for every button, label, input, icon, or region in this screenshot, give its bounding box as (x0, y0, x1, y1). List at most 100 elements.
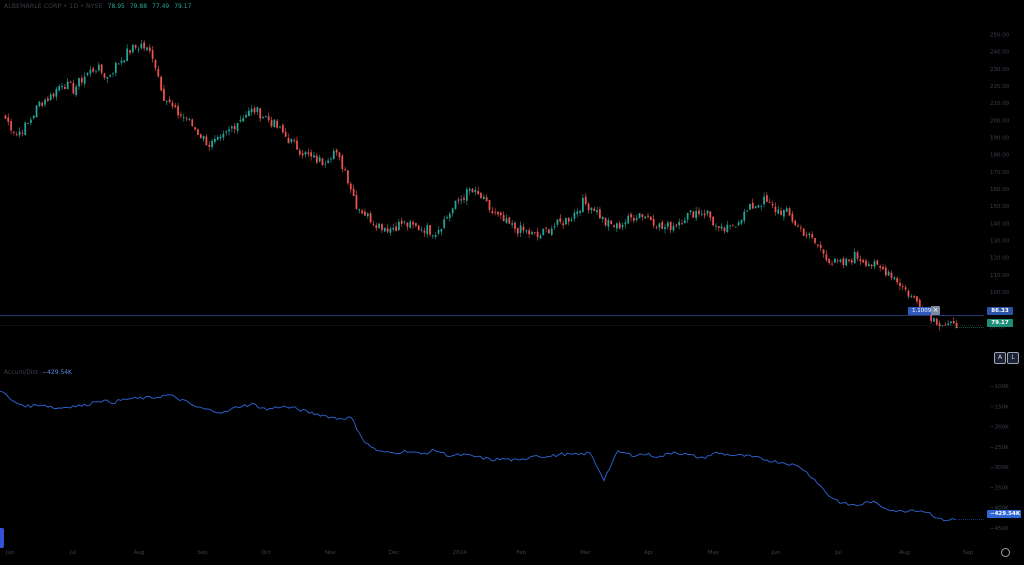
candle-body (372, 223, 375, 225)
settings-gear-icon[interactable] (1001, 548, 1010, 557)
candle-body (457, 199, 460, 201)
candle-body (573, 212, 576, 219)
indicator-name[interactable]: Accum/Dist (4, 369, 39, 376)
candle-body (180, 114, 182, 116)
candle-body (250, 108, 253, 113)
candle-body (18, 131, 21, 136)
candle-body (890, 272, 893, 278)
candle-body (256, 107, 259, 112)
candle-body (352, 188, 355, 196)
candle-body (378, 223, 380, 228)
candle-body (315, 155, 318, 163)
candle-body (514, 222, 516, 230)
candle-body (737, 222, 740, 226)
price-tick-label: 120.00 (990, 256, 1010, 262)
candle-body (222, 133, 225, 138)
price-tick-label: 130.00 (990, 238, 1010, 244)
candle-body (304, 151, 307, 155)
candle-body (13, 131, 15, 133)
candle-body (720, 226, 723, 229)
candle-body (264, 116, 267, 117)
candle-body (137, 48, 140, 50)
price-tick-label: 140.00 (990, 221, 1010, 227)
candle-body (126, 48, 129, 62)
candle-body (199, 134, 202, 139)
indicator-pane (0, 390, 984, 522)
candle-body (522, 226, 525, 231)
candle-body (480, 192, 482, 199)
candle-body (502, 214, 505, 222)
side-panel-toggle[interactable] (0, 528, 4, 548)
candle-body (160, 76, 162, 91)
candle-body (310, 152, 313, 157)
candle-body (86, 73, 89, 76)
candle-body (604, 217, 607, 226)
candle-body (848, 259, 850, 261)
candle-body (214, 138, 216, 143)
high-value: 79.88 (129, 3, 148, 10)
candle-body (163, 88, 165, 102)
candle-body (675, 224, 678, 226)
candle-body (853, 251, 856, 264)
indicator-axis: −100K −150K −200K −250K −300K −350K −400K −450K (990, 384, 1009, 532)
auto-scale-button[interactable]: A (994, 352, 1006, 364)
candle-body (120, 60, 123, 63)
candle-body (548, 229, 550, 234)
symbol-name[interactable]: ALBEMARLE CORP • 1D • NYSE (4, 3, 103, 10)
candle-body (80, 78, 83, 83)
candle-body (726, 224, 729, 233)
candle-body (47, 98, 49, 101)
candle-body (211, 140, 213, 148)
candle-body (610, 220, 613, 225)
candle-body (231, 126, 233, 129)
close-level-icon[interactable]: × (931, 306, 940, 315)
candle-body (655, 227, 658, 229)
price-tick-label: 160.00 (990, 187, 1010, 193)
candle-body (151, 50, 154, 59)
candle-body (383, 227, 386, 232)
candle-body (635, 218, 638, 221)
candle-body (276, 120, 279, 128)
candle-body (293, 140, 296, 141)
candle-body (97, 64, 100, 71)
candle-body (647, 215, 649, 217)
time-tick-label: Oct (261, 550, 271, 556)
candle-body (253, 107, 256, 113)
time-tick-label: Sep (963, 550, 974, 556)
log-scale-button[interactable]: L (1007, 352, 1019, 364)
candle-body (327, 160, 330, 163)
candle-body (129, 50, 131, 53)
candle-body (296, 140, 298, 150)
candle-body (859, 259, 862, 262)
candle-body (632, 218, 635, 221)
candle-body (870, 264, 873, 267)
candle-body (103, 73, 106, 78)
candle-body (819, 244, 822, 248)
level-ratio-tag[interactable]: 1.1009 (908, 307, 936, 315)
indicator-header[interactable]: Accum/Dist −429.54K (4, 369, 72, 376)
candle-body (941, 325, 944, 327)
candle-body (508, 217, 511, 224)
candle-body (482, 196, 485, 200)
candle-body (131, 44, 134, 53)
candle-body (709, 211, 712, 218)
candle-body (630, 214, 632, 218)
candle-body (270, 120, 273, 127)
candle-body (511, 223, 514, 225)
open-value: 78.95 (107, 3, 125, 10)
candle-body (528, 230, 531, 235)
symbol-header[interactable]: ALBEMARLE CORP • 1D • NYSE 78.95 79.88 7… (4, 3, 191, 10)
candle-body (698, 210, 700, 215)
candle-body (822, 249, 825, 254)
candle-body (287, 137, 290, 144)
candle-body (468, 189, 471, 191)
candle-body (154, 59, 157, 69)
candle-body (165, 101, 168, 102)
indicator-tick-label: −250K (990, 445, 1009, 451)
candle-body (284, 131, 287, 137)
time-tick-label: Feb (516, 550, 526, 556)
candle-body (593, 208, 596, 212)
candle-body (797, 225, 799, 227)
